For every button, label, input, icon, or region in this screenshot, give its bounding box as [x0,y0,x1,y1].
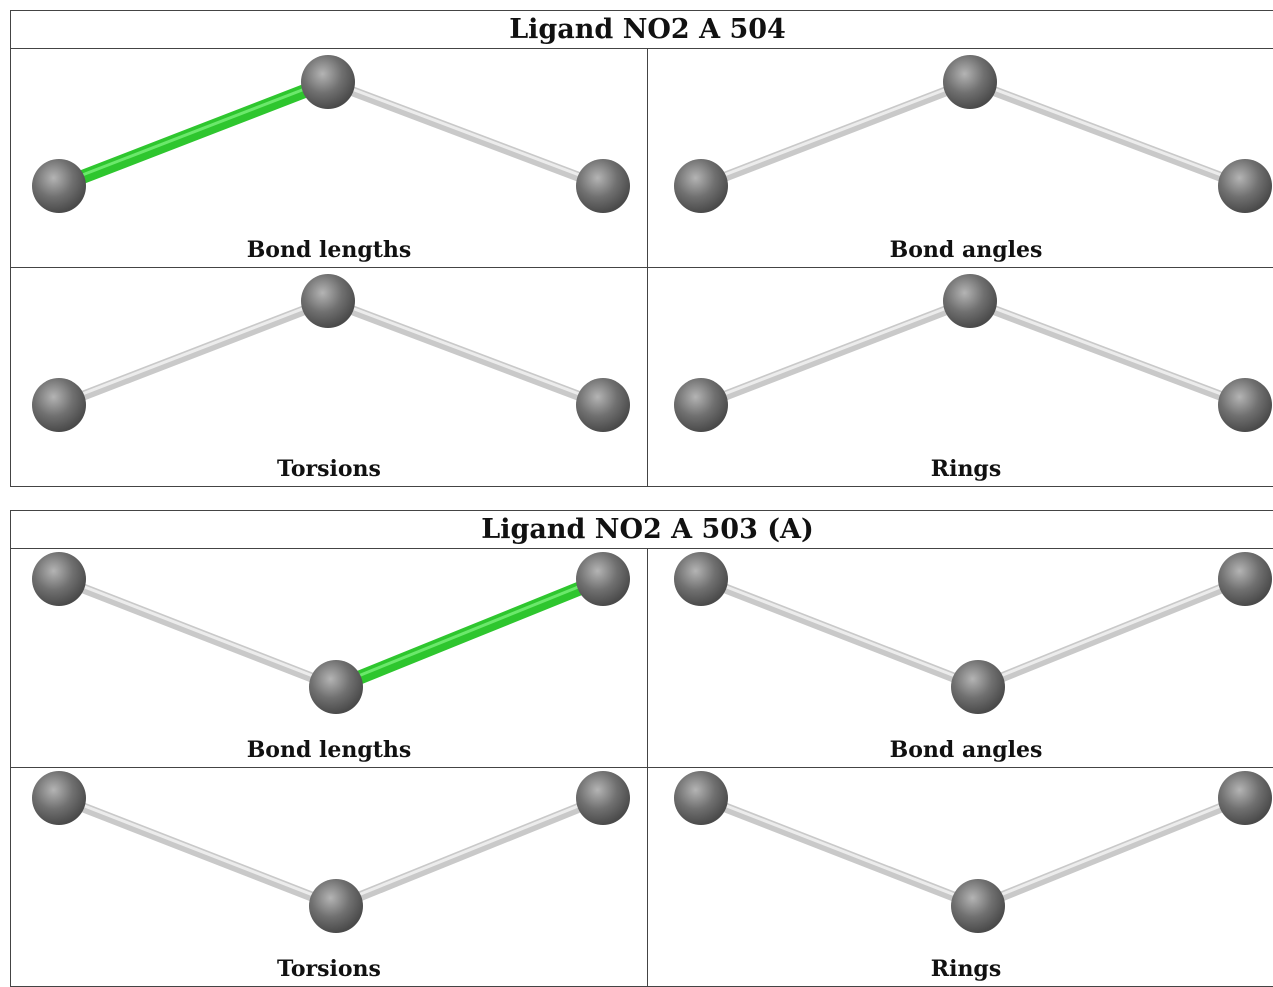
atom [674,159,728,213]
atom [309,879,363,933]
panel-caption: Bond angles [648,737,1273,763]
molecule-view [11,49,647,267]
atom [951,660,1005,714]
bond-highlight-shine [336,577,603,685]
panel-caption: Bond lengths [11,737,647,763]
molecule-view [648,49,1273,267]
atom [1218,378,1272,432]
atom [1218,771,1272,825]
atom [1218,159,1272,213]
bond-highlight-shine [59,577,336,685]
bond-highlight-shine [701,796,978,904]
bond [701,301,970,405]
bond-highlight-shine [701,299,970,403]
panel-caption: Bond angles [648,237,1273,263]
bond [328,82,603,186]
panel-bond-lengths: Bond lengths [11,49,648,268]
bond [59,798,336,906]
bond [978,579,1245,687]
panel-bond-lengths: Bond lengths [11,549,648,768]
highlighted-bond [59,82,328,186]
highlighted-bond [336,579,603,687]
bond-highlight-shine [59,796,336,904]
panel-rings: Rings [648,268,1273,487]
panel-caption: Torsions [11,956,647,982]
atom [301,55,355,109]
bond-highlight-shine [970,299,1245,403]
bond [701,798,978,906]
bond [59,579,336,687]
bond-highlight-shine [59,299,328,403]
bond-highlight-shine [59,80,328,184]
atom [32,552,86,606]
atom [576,159,630,213]
molecule-view [648,768,1273,986]
ligand-table-2: Ligand NO2 A 503 (A) Bond lengths Bond a… [10,510,1273,987]
panel-rings: Rings [648,768,1273,987]
bond [336,798,603,906]
panel-caption: Bond lengths [11,237,647,263]
molecule-view [11,268,647,486]
bond-highlight-shine [336,796,603,904]
panel-torsions: Torsions [11,768,648,987]
bond-highlight-shine [328,80,603,184]
atom [951,879,1005,933]
atom [674,552,728,606]
bond-highlight-shine [701,80,970,184]
molecule-view [11,549,647,767]
atom [576,771,630,825]
atom [674,378,728,432]
atom [576,552,630,606]
molecule-view [648,549,1273,767]
bond-highlight-shine [978,577,1245,685]
panel-caption: Rings [648,956,1273,982]
panel-caption: Rings [648,456,1273,482]
panel-caption: Torsions [11,456,647,482]
atom [674,771,728,825]
atom [943,274,997,328]
atom [32,378,86,432]
atom [576,378,630,432]
molecule-view [648,268,1273,486]
atom [32,771,86,825]
bond [328,301,603,405]
ligand-title: Ligand NO2 A 504 [11,11,1273,49]
atom [309,660,363,714]
bond [978,798,1245,906]
bond [701,82,970,186]
bond-highlight-shine [978,796,1245,904]
bond [970,82,1245,186]
atom [32,159,86,213]
ligand-title: Ligand NO2 A 503 (A) [11,511,1273,549]
bond [59,301,328,405]
panel-bond-angles: Bond angles [648,49,1273,268]
bond-highlight-shine [701,577,978,685]
ligand-table-1: Ligand NO2 A 504 Bond lengths Bond angle… [10,10,1273,487]
bond-highlight-shine [328,299,603,403]
atom [301,274,355,328]
bond-highlight-shine [970,80,1245,184]
bond [970,301,1245,405]
atom [1218,552,1272,606]
panel-torsions: Torsions [11,268,648,487]
bond [701,579,978,687]
atom [943,55,997,109]
panel-bond-angles: Bond angles [648,549,1273,768]
molecule-view [11,768,647,986]
